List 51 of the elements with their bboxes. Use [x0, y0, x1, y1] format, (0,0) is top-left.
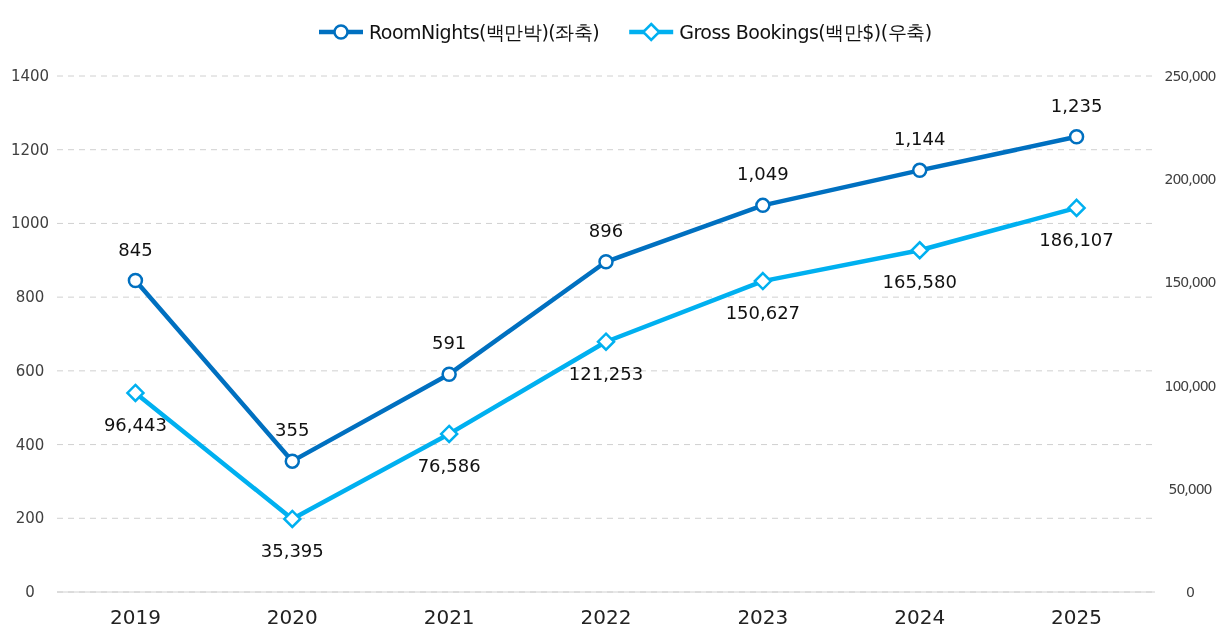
- y2-tick-label: 150,000: [1164, 274, 1216, 291]
- legend-label: Gross Bookings(백만$)(우축): [679, 21, 932, 43]
- data-label: 1,235: [1050, 94, 1103, 116]
- point: [755, 197, 771, 214]
- data-label: 186,107: [1039, 228, 1114, 250]
- data-label: 35,395: [260, 539, 324, 561]
- y2-tick-label: 200,000: [1164, 171, 1216, 188]
- point: [283, 509, 302, 529]
- point: [598, 254, 614, 270]
- y-tick-label: 0: [25, 583, 35, 601]
- y2-tick-label: 250,000: [1164, 68, 1216, 84]
- legend-label: RoomNights(백만박)(좌축): [369, 21, 600, 43]
- point: [910, 240, 929, 260]
- data-label: 150,627: [725, 302, 801, 324]
- x-tick-label: 2022: [580, 605, 632, 629]
- point: [127, 272, 144, 289]
- data-label: 591: [431, 332, 467, 354]
- point: [1067, 198, 1086, 218]
- point: [911, 162, 928, 179]
- data-label: 96,443: [103, 413, 167, 435]
- x-tick-label: 2023: [737, 605, 789, 629]
- data-label: 896: [588, 219, 624, 241]
- y-tick-label: 600: [15, 361, 45, 380]
- x-tick-label: 2024: [894, 605, 946, 629]
- point: [1068, 129, 1085, 145]
- y-tick-label: 1200: [10, 140, 50, 159]
- y2-tick-label: 0: [1186, 584, 1195, 600]
- y2-tick-label: 50,000: [1168, 480, 1212, 497]
- x-tick-label: 2025: [1051, 605, 1103, 629]
- y-tick-label: 200: [15, 509, 45, 528]
- data-label: 121,253: [568, 362, 644, 384]
- data-label: 355: [275, 419, 310, 441]
- data-label: 76,586: [417, 454, 481, 476]
- data-label: 1,144: [893, 128, 946, 150]
- data-label: 845: [118, 238, 153, 260]
- y-tick-label: 400: [15, 435, 45, 454]
- y-tick-label: 1000: [10, 214, 50, 233]
- data-label: 1,049: [737, 163, 789, 185]
- data-label: 165,580: [882, 271, 957, 293]
- x-tick-label: 2020: [266, 605, 318, 629]
- y2-tick-label: 100,000: [1164, 377, 1216, 394]
- point: [596, 332, 616, 351]
- x-tick-label: 2021: [423, 605, 475, 629]
- point: [441, 366, 457, 382]
- y-tick-label: 800: [15, 288, 45, 307]
- point: [284, 453, 301, 469]
- point: [126, 383, 145, 403]
- y-tick-label: 1400: [10, 67, 50, 85]
- point: [753, 271, 773, 291]
- x-tick-label: 2019: [109, 605, 161, 629]
- point: [439, 424, 459, 444]
